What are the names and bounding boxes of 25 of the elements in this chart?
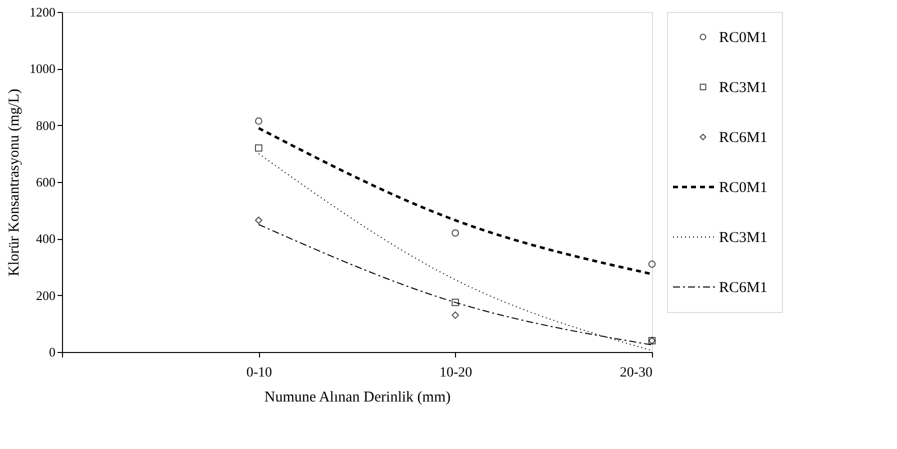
y-tick-label: 600 [36,174,56,190]
y-tick-label: 1200 [30,4,56,20]
point [255,216,262,224]
point [648,260,656,268]
point [255,117,262,125]
point [452,229,459,237]
legend-label: RC0M1 [719,30,768,46]
legend-label: RC6M1 [719,280,768,296]
y-tick-label: 800 [36,118,56,133]
x-axis-title: Numune Alınan Derinlik (mm) [264,390,451,406]
x-tick-label: 0-10 [246,366,272,380]
y-tick-label: 0 [49,344,56,360]
point [255,144,262,152]
legend-label: RC3M1 [719,230,768,246]
y-tick-label: 400 [36,231,56,246]
y-tick-label: 1000 [30,61,56,76]
point [452,298,459,306]
x-tick-label: 10-20 [439,366,472,380]
y-tick-label: 200 [36,288,56,303]
legend-label: RC3M1 [719,80,768,96]
legend-label: RC6M1 [719,130,768,146]
x-tick-label: 20-30 [620,366,652,380]
y-axis-title: Klorür Konsantrasyonu (mg/L) [6,88,22,276]
point [452,312,459,319]
legend-label: RC0M1 [719,180,768,196]
